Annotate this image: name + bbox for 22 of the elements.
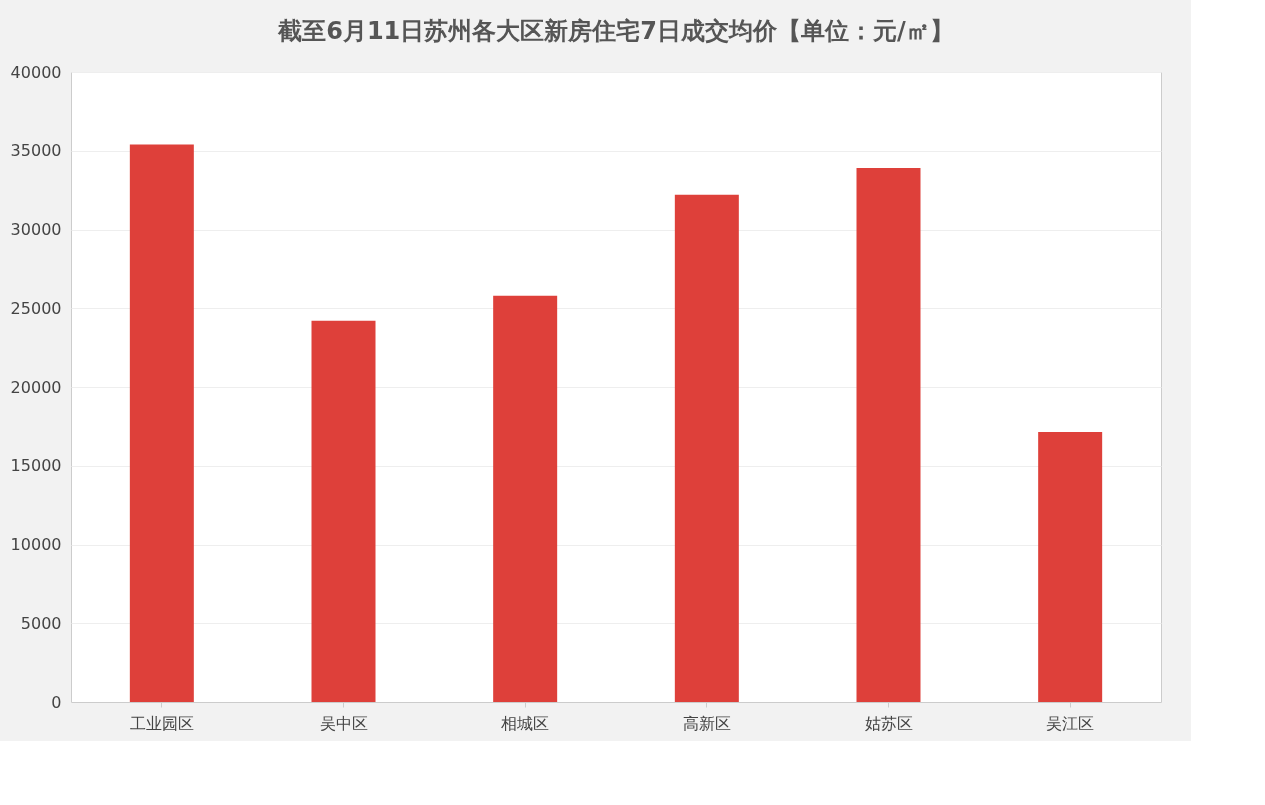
bar: [311, 320, 376, 702]
x-tick-label: 高新区: [682, 713, 731, 733]
x-tick-label: 吴中区: [319, 713, 368, 733]
y-tick-label: 35000: [10, 141, 62, 161]
y-tick-label: 20000: [10, 377, 62, 397]
y-tick-label: 30000: [10, 220, 62, 239]
x-tick-label: 姑苏区: [864, 713, 913, 733]
x-tick-label: 吴江区: [1046, 713, 1095, 733]
y-tick-label: 10000: [10, 535, 62, 554]
y-tick-label: 40000: [10, 62, 62, 82]
chart-title: 截至6月11日苏州各大区新房住宅7日成交均价【单位：元/㎡】: [277, 17, 954, 45]
y-tick-label: 0: [51, 692, 62, 712]
bar: [1038, 431, 1103, 702]
bar: [674, 194, 739, 702]
y-tick-label: 25000: [10, 298, 62, 318]
bar: [856, 168, 921, 702]
bar: [493, 295, 558, 702]
x-tick-label: 工业园区: [129, 713, 194, 733]
x-tick-label: 相城区: [501, 713, 550, 733]
y-tick-label: 15000: [10, 456, 62, 476]
bar: [129, 144, 194, 702]
y-tick-label: 5000: [20, 613, 62, 633]
